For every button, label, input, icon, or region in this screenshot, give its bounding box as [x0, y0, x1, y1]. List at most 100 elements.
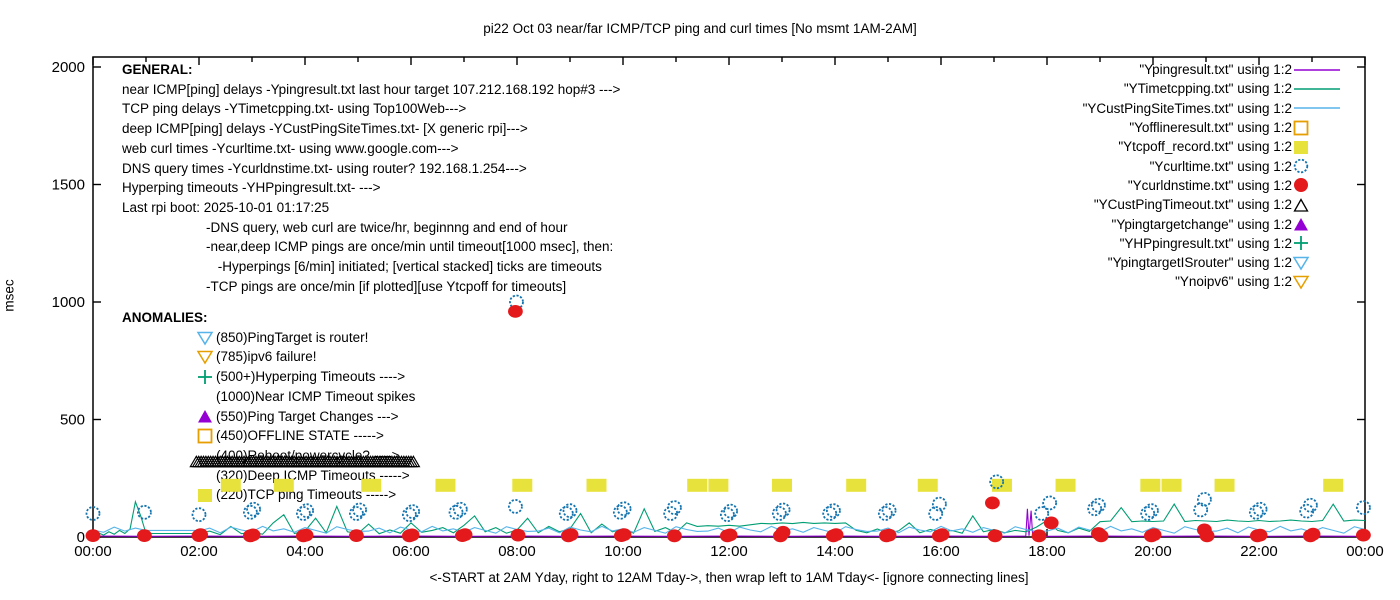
legend-marker: [1292, 197, 1362, 213]
svg-text:22:00: 22:00: [1240, 543, 1278, 560]
general-line: DNS query times -Ycurldnstime.txt- using…: [122, 160, 527, 176]
legend-marker: [1292, 216, 1362, 232]
svg-text:00:00: 00:00: [1346, 543, 1384, 560]
anomaly-marker: [196, 369, 216, 385]
svg-text:1000: 1000: [52, 294, 85, 311]
anomaly-label: (850)PingTarget is router!: [216, 329, 369, 345]
general-line: near ICMP[ping] delays -Ypingresult.txt …: [122, 81, 621, 97]
open-circle-icon: [1293, 158, 1309, 174]
svg-text:08:00: 08:00: [498, 543, 536, 560]
anomaly-label: (320)Deep ICMP Timeouts ----->: [216, 467, 410, 483]
anomaly-label: (785)ipv6 failure!: [216, 349, 317, 365]
legend-marker: [1292, 274, 1362, 290]
legend-label: "Ypingresult.txt" using 1:2: [1139, 62, 1292, 78]
legend-label: "Ycurltime.txt" using 1:2: [1149, 158, 1292, 174]
anomaly-item: (450)OFFLINE STATE ----->: [196, 426, 415, 446]
general-indented-lines: -DNS query, web curl are twice/hr, begin…: [122, 218, 620, 297]
series-ytimetcpping-txt: [92, 499, 1366, 536]
general-indented-line: -TCP pings are once/min [if plotted][use…: [206, 278, 567, 294]
anomaly-marker: [196, 467, 216, 483]
open-square-icon: [197, 428, 213, 444]
anomaly-item: (220)TCP ping Timeouts ----->: [196, 485, 415, 505]
none-icon: [196, 467, 214, 483]
anomalies-header: ANOMALIES:: [122, 310, 208, 325]
line-icon: [1294, 88, 1340, 90]
open-triangle-down-icon: [196, 351, 214, 365]
chart-title: pi22 Oct 03 near/far ICMP/TCP ping and c…: [483, 21, 917, 36]
legend-label: "Ytcpoff_record.txt" using 1:2: [1118, 139, 1292, 155]
svg-text:04:00: 04:00: [286, 543, 324, 560]
legend-item: "YTimetcpping.txt" using 1:2: [690, 79, 1362, 98]
anomaly-marker: [196, 349, 216, 365]
legend-marker: [1292, 235, 1362, 251]
legend-item: "Ypingresult.txt" using 1:2: [690, 60, 1362, 79]
svg-text:0: 0: [77, 529, 85, 546]
legend-item: "Ynoipv6" using 1:2: [690, 272, 1362, 291]
svg-text:18:00: 18:00: [1028, 543, 1066, 560]
legend-item: "YCustPingTimeout.txt" using 1:2: [690, 195, 1362, 214]
anomaly-marker: [196, 448, 216, 464]
anomaly-marker: [196, 428, 216, 444]
anomaly-item: (320)Deep ICMP Timeouts ----->: [196, 466, 415, 486]
series-ypingresult-txt: [92, 508, 1366, 537]
general-line: Hyperping timeouts -YHPpingresult.txt- -…: [122, 180, 381, 196]
anomaly-marker: [196, 330, 216, 346]
anomaly-item: (550)Ping Target Changes --->: [196, 407, 415, 427]
svg-text:00:00: 00:00: [74, 543, 112, 560]
general-notes-block: GENERAL: near ICMP[ping] delays -Ypingre…: [122, 60, 620, 296]
general-line: Last rpi boot: 2025-10-01 01:17:25: [122, 199, 330, 215]
legend-marker: [1292, 120, 1362, 136]
legend-label: "Ycurldnstime.txt" using 1:2: [1127, 177, 1292, 193]
legend-marker: [1292, 158, 1362, 174]
svg-text:20:00: 20:00: [1134, 543, 1172, 560]
legend-marker: [1292, 139, 1362, 155]
anomaly-label: (500+)Hyperping Timeouts ---->: [216, 369, 406, 385]
series-ycustpingsitetimes-txt: [92, 525, 1366, 534]
none-icon: [196, 389, 214, 405]
general-indented-line: -near,deep ICMP pings are once/min until…: [206, 239, 614, 255]
anomaly-item: (1000)Near ICMP Timeout spikes: [196, 387, 415, 407]
legend-label: "YTimetcpping.txt" using 1:2: [1123, 81, 1292, 97]
filled-circle-icon: [1294, 178, 1308, 193]
plus-icon: [198, 369, 212, 384]
filled-square-icon: [198, 489, 212, 503]
anomaly-item: (500+)Hyperping Timeouts ---->: [196, 367, 415, 387]
general-indented-line: -Hyperpings [6/min] initiated; [vertical…: [214, 259, 602, 275]
anomaly-item: (400)Reboot/powercycle? ---->: [196, 446, 415, 466]
plus-icon: [1294, 236, 1308, 251]
legend-item: "YCustPingSiteTimes.txt" using 1:2: [690, 99, 1362, 118]
legend-marker: [1292, 100, 1362, 116]
anomaly-marker: [196, 408, 216, 424]
legend-item: "Ycurltime.txt" using 1:2: [690, 156, 1362, 175]
legend-label: "YCustPingTimeout.txt" using 1:2: [1093, 197, 1292, 213]
anomaly-item: (785)ipv6 failure!: [196, 347, 415, 367]
anomaly-item: (850)PingTarget is router!: [196, 328, 415, 348]
general-header: GENERAL:: [122, 62, 193, 77]
legend-item: "Ycurldnstime.txt" using 1:2: [690, 176, 1362, 195]
svg-text:14:00: 14:00: [816, 543, 854, 560]
open-triangle-down-icon: [196, 331, 214, 345]
legend-label: "YpingtargetISrouter" using 1:2: [1107, 255, 1292, 271]
anomaly-marker: [196, 389, 216, 405]
line-icon: [1294, 107, 1340, 110]
anomaly-label: (450)OFFLINE STATE ----->: [216, 428, 384, 444]
anomaly-label: (1000)Near ICMP Timeout spikes: [216, 388, 416, 404]
legend-marker: [1292, 62, 1362, 78]
legend-item: "Ytcpoff_record.txt" using 1:2: [690, 137, 1362, 156]
open-triangle-up-icon: [1293, 197, 1309, 212]
legend-item: "Ypingtargetchange" using 1:2: [690, 214, 1362, 233]
anomaly-marker: [196, 487, 216, 503]
legend-item: "YHPpingresult.txt" using 1:2: [690, 234, 1362, 253]
y-axis-label: msec: [1, 279, 17, 312]
anomalies-block: ANOMALIES: (850)PingTarget is router! (78…: [122, 308, 415, 505]
legend-marker: [1292, 177, 1362, 193]
legend-marker: [1292, 81, 1362, 97]
legend-label: "YHPpingresult.txt" using 1:2: [1119, 235, 1292, 251]
anomaly-items: (850)PingTarget is router! (785)ipv6 fail…: [122, 328, 415, 505]
svg-text:500: 500: [60, 412, 85, 429]
anomaly-label: (220)TCP ping Timeouts ----->: [216, 487, 397, 503]
anomaly-label: (400)Reboot/powercycle? ---->: [216, 447, 400, 463]
legend-label: "Ypingtargetchange" using 1:2: [1111, 216, 1292, 232]
filled-square-icon: [1294, 140, 1308, 154]
